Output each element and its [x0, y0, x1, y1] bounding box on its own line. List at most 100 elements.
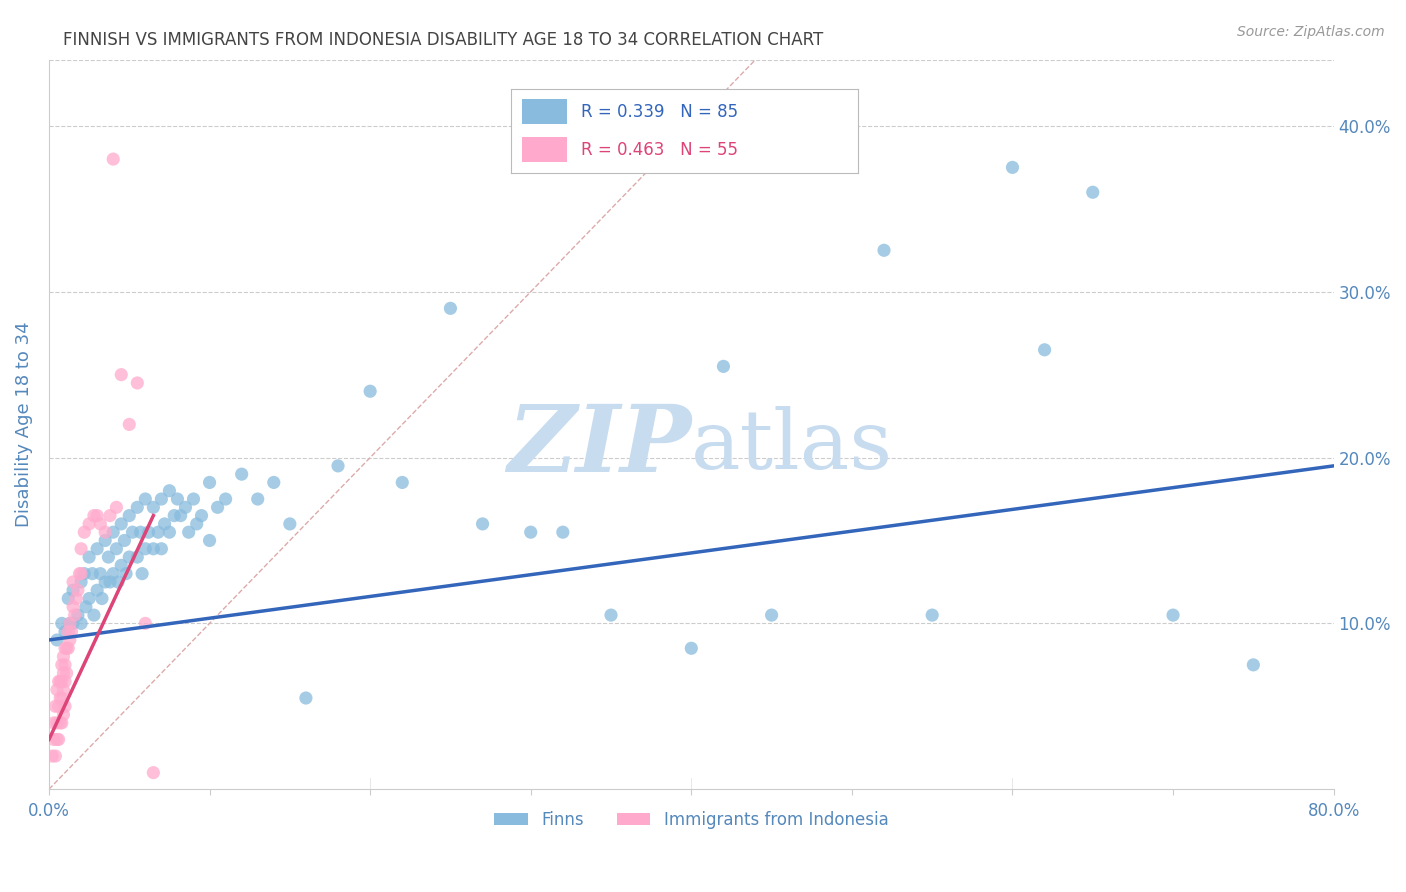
Point — [1161, 608, 1184, 623]
Point — [52, 682, 75, 697]
Point — [921, 608, 943, 623]
Point — [1241, 657, 1264, 672]
Point — [190, 508, 212, 523]
Point — [118, 508, 141, 523]
Point — [70, 541, 93, 556]
Point — [129, 525, 152, 540]
Point — [246, 491, 269, 506]
Point — [134, 616, 156, 631]
Point — [105, 541, 128, 556]
Point — [127, 376, 149, 390]
Point — [41, 749, 63, 764]
Point — [48, 732, 70, 747]
Point — [46, 682, 69, 697]
Point — [105, 500, 128, 515]
Point — [91, 591, 114, 606]
Point — [59, 616, 82, 631]
Point — [49, 715, 72, 730]
Point — [89, 516, 111, 531]
Point — [52, 707, 75, 722]
Point — [551, 525, 574, 540]
Point — [713, 359, 735, 374]
Point — [86, 583, 108, 598]
Point — [110, 558, 132, 573]
Point — [69, 566, 91, 581]
Point — [53, 699, 76, 714]
Point — [761, 608, 783, 623]
Point — [98, 508, 121, 523]
Legend: Finns, Immigrants from Indonesia: Finns, Immigrants from Indonesia — [488, 805, 896, 836]
Point — [97, 550, 120, 565]
Point — [142, 541, 165, 556]
Point — [134, 541, 156, 556]
Point — [103, 525, 125, 540]
Point — [103, 152, 125, 166]
Point — [89, 566, 111, 581]
Point — [198, 533, 221, 548]
Point — [66, 583, 89, 598]
Point — [55, 641, 77, 656]
Text: atlas: atlas — [692, 406, 893, 486]
Point — [1081, 186, 1104, 200]
Point — [59, 616, 82, 631]
Point — [44, 699, 66, 714]
Point — [46, 632, 69, 647]
Point — [326, 458, 349, 473]
Point — [118, 417, 141, 432]
Point — [127, 500, 149, 515]
Point — [58, 641, 80, 656]
Point — [681, 641, 703, 656]
Point — [174, 500, 197, 515]
Point — [134, 491, 156, 506]
Point — [114, 533, 136, 548]
Point — [214, 491, 236, 506]
Point — [359, 384, 381, 399]
Point — [115, 566, 138, 581]
Point — [62, 574, 84, 589]
Point — [127, 550, 149, 565]
Point — [48, 674, 70, 689]
Point — [177, 525, 200, 540]
Point — [46, 732, 69, 747]
Point — [86, 508, 108, 523]
Point — [48, 699, 70, 714]
Point — [65, 591, 87, 606]
Point — [873, 244, 896, 258]
Point — [142, 500, 165, 515]
Point — [59, 632, 82, 647]
Point — [150, 541, 173, 556]
Point — [58, 624, 80, 639]
Point — [110, 516, 132, 531]
Point — [70, 616, 93, 631]
Point — [86, 541, 108, 556]
Point — [94, 525, 117, 540]
Text: ZIP: ZIP — [508, 401, 692, 491]
Point — [62, 616, 84, 631]
Point — [70, 574, 93, 589]
Point — [51, 715, 73, 730]
Point — [103, 566, 125, 581]
Point — [600, 608, 623, 623]
Point — [186, 516, 208, 531]
Point — [55, 666, 77, 681]
Point — [75, 599, 97, 614]
Point — [83, 508, 105, 523]
Point — [278, 516, 301, 531]
Point — [73, 525, 96, 540]
Point — [53, 674, 76, 689]
Point — [42, 715, 65, 730]
Point — [83, 608, 105, 623]
Text: FINNISH VS IMMIGRANTS FROM INDONESIA DISABILITY AGE 18 TO 34 CORRELATION CHART: FINNISH VS IMMIGRANTS FROM INDONESIA DIS… — [63, 31, 824, 49]
Point — [1001, 161, 1024, 175]
Point — [169, 508, 191, 523]
Point — [1033, 343, 1056, 357]
Point — [52, 649, 75, 664]
Point — [62, 599, 84, 614]
Point — [138, 525, 160, 540]
Point — [51, 657, 73, 672]
Point — [131, 566, 153, 581]
Point — [60, 624, 83, 639]
Point — [53, 641, 76, 656]
Point — [98, 574, 121, 589]
Point — [142, 765, 165, 780]
